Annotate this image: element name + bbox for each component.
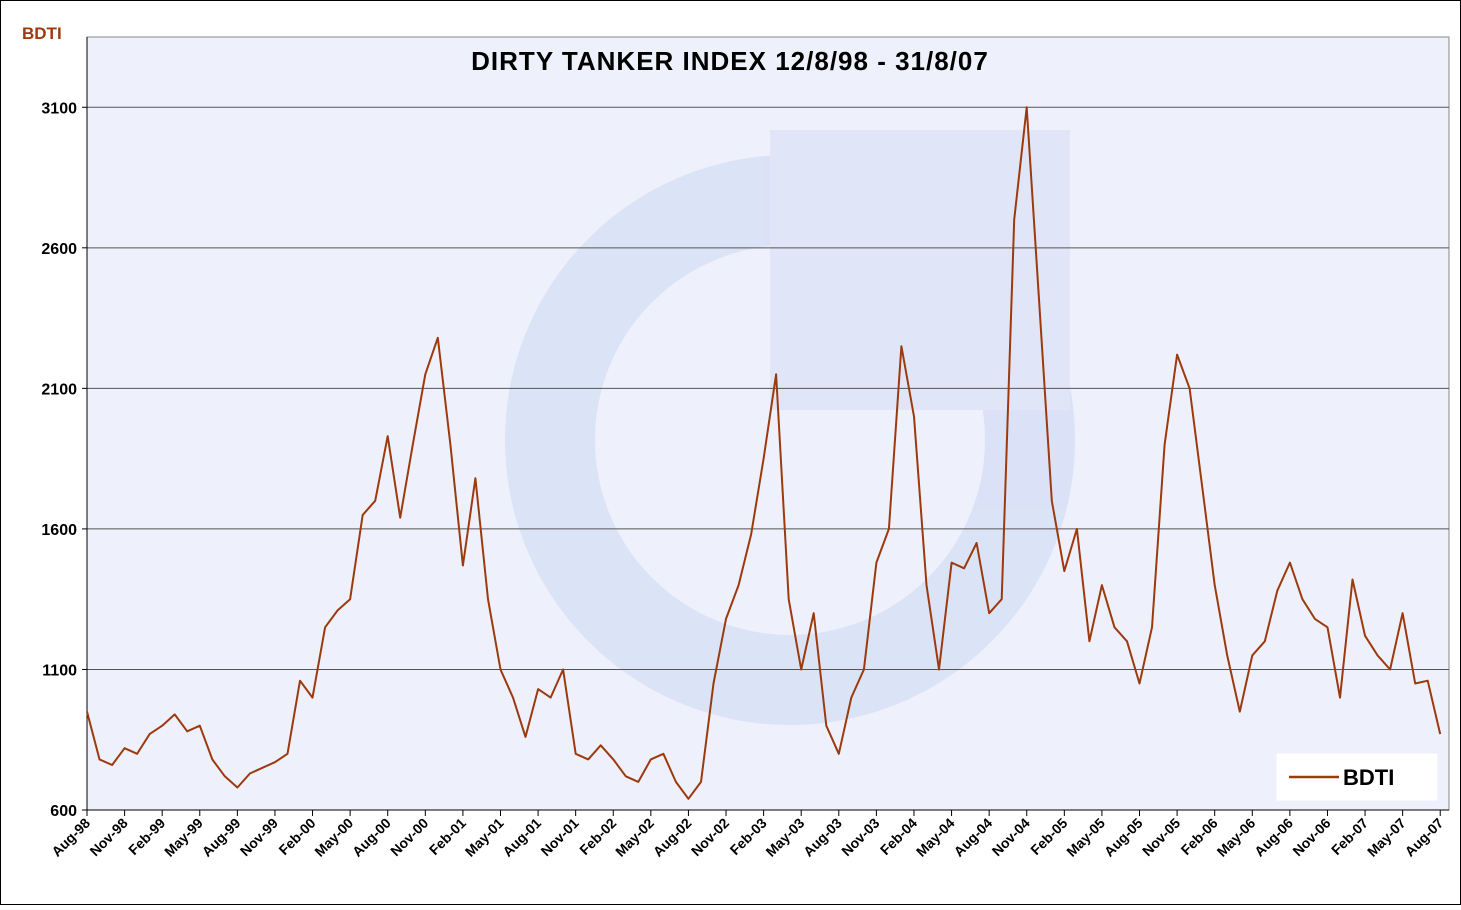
y-tick-label: 3100 bbox=[41, 100, 77, 117]
legend-label: BDTI bbox=[1343, 765, 1394, 790]
data-line bbox=[86, 106, 1442, 800]
y-tick-label: 600 bbox=[50, 803, 77, 820]
y-tick-label: 1600 bbox=[41, 522, 77, 539]
y-tick-label: 2100 bbox=[41, 381, 77, 398]
chart-title: DIRTY TANKER INDEX 12/8/98 - 31/8/07 bbox=[471, 46, 989, 76]
lines bbox=[86, 106, 1442, 800]
watermark bbox=[505, 130, 1075, 725]
y-tick-label: 2600 bbox=[41, 241, 77, 258]
y-axis-label: BDTI bbox=[22, 24, 62, 43]
y-tick-label: 1100 bbox=[42, 662, 77, 679]
legend: BDTI bbox=[1276, 753, 1438, 801]
